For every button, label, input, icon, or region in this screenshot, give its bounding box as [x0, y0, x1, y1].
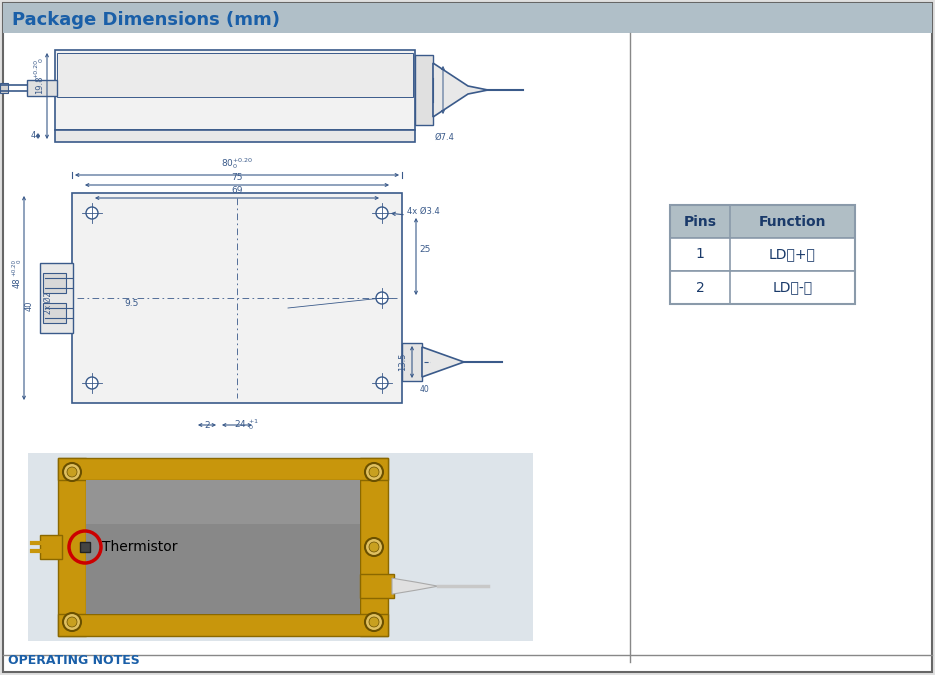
Circle shape	[63, 463, 81, 481]
Text: 4x Ø3.4: 4x Ø3.4	[407, 207, 439, 215]
Bar	[72, 193, 402, 403]
Text: 4: 4	[31, 132, 36, 140]
Circle shape	[63, 613, 81, 631]
Bar	[670, 205, 855, 238]
Bar	[43, 273, 66, 293]
Bar	[402, 343, 422, 381]
Bar	[55, 50, 415, 130]
Polygon shape	[422, 347, 464, 377]
Circle shape	[67, 617, 77, 627]
Bar	[40, 535, 62, 559]
Text: +0.20
  0: +0.20 0	[34, 59, 44, 78]
Circle shape	[376, 377, 388, 389]
Text: 40: 40	[25, 301, 34, 311]
Bar	[670, 271, 855, 304]
Text: 24 $^{+1}_{0}$: 24 $^{+1}_{0}$	[235, 418, 260, 433]
Text: 40: 40	[419, 385, 429, 394]
Text: LD（+）: LD（+）	[770, 248, 816, 261]
Bar	[670, 238, 855, 271]
Bar	[58, 614, 388, 636]
Text: $80^{+0.20}_{0}$: $80^{+0.20}_{0}$	[221, 156, 253, 171]
Circle shape	[86, 207, 98, 219]
Bar	[360, 458, 388, 636]
Bar	[28, 453, 533, 641]
Bar	[43, 303, 66, 323]
Text: 25: 25	[419, 246, 430, 254]
Text: 48: 48	[13, 277, 22, 288]
Bar	[86, 480, 360, 614]
Text: 9.5: 9.5	[124, 298, 139, 308]
Circle shape	[86, 377, 98, 389]
Text: LD（-）: LD（-）	[772, 281, 813, 294]
Text: 2x Ø2: 2x Ø2	[44, 292, 52, 314]
Circle shape	[369, 542, 379, 552]
Bar	[27, 80, 57, 96]
Bar	[360, 574, 394, 598]
Text: OPERATING NOTES: OPERATING NOTES	[8, 654, 139, 667]
Text: 75: 75	[231, 173, 243, 182]
Circle shape	[365, 463, 383, 481]
Circle shape	[369, 617, 379, 627]
Text: 1: 1	[696, 248, 704, 261]
Text: Package Dimensions (mm): Package Dimensions (mm)	[12, 11, 280, 29]
Text: 19.8: 19.8	[35, 76, 44, 95]
Circle shape	[365, 613, 383, 631]
Bar	[415, 55, 433, 125]
Bar	[57, 53, 413, 97]
Circle shape	[365, 538, 383, 556]
Text: 69: 69	[231, 186, 243, 195]
Circle shape	[376, 292, 388, 304]
Circle shape	[376, 207, 388, 219]
Text: 2: 2	[696, 281, 704, 294]
Text: Function: Function	[758, 215, 827, 229]
Bar	[3, 3, 932, 33]
Polygon shape	[433, 63, 488, 117]
Bar	[670, 205, 855, 304]
Circle shape	[67, 467, 77, 477]
Bar	[58, 458, 388, 480]
Text: Ø7.4: Ø7.4	[435, 133, 454, 142]
Bar	[58, 458, 86, 636]
Circle shape	[369, 467, 379, 477]
Bar	[55, 130, 415, 142]
Text: +0.20
    0: +0.20 0	[11, 259, 22, 277]
Bar	[40, 263, 73, 333]
Bar	[80, 542, 90, 552]
Bar	[0, 83, 8, 93]
Text: Pins: Pins	[683, 215, 716, 229]
Text: 2: 2	[204, 421, 209, 429]
Polygon shape	[392, 578, 438, 594]
Text: 13.5: 13.5	[398, 353, 407, 371]
Bar	[86, 480, 360, 524]
Text: Thermistor: Thermistor	[102, 540, 178, 554]
